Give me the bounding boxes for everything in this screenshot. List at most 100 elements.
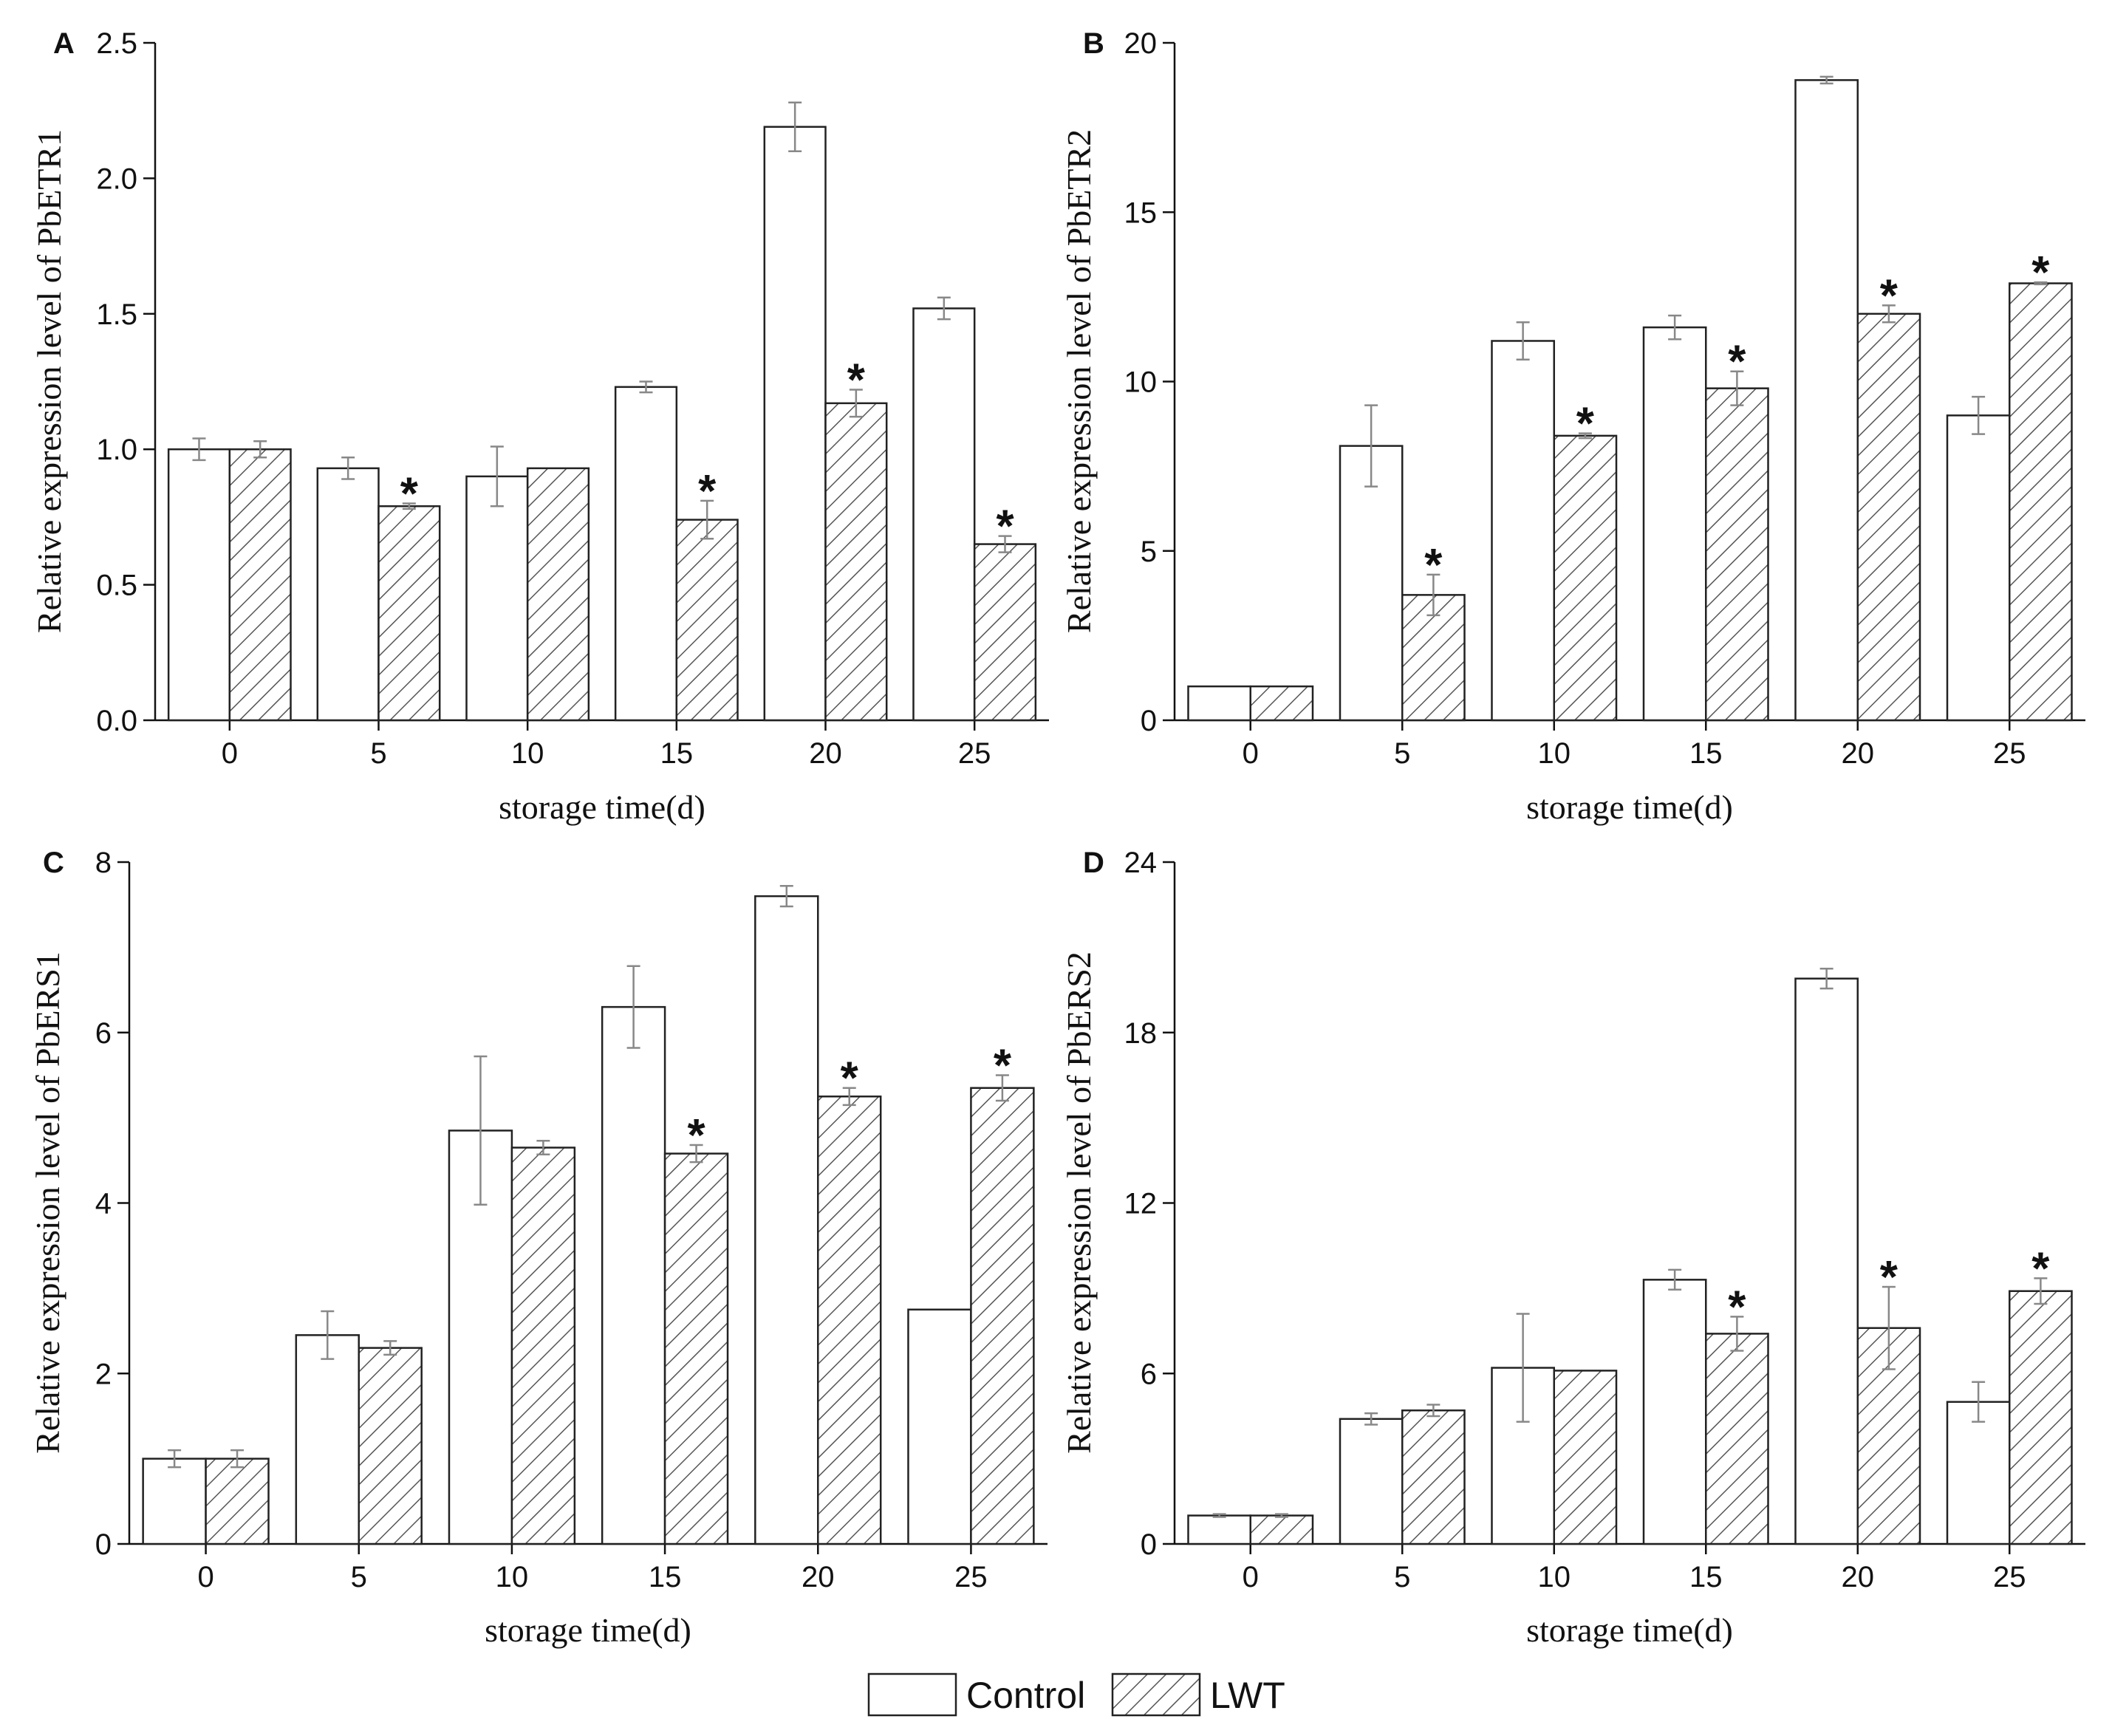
significance-asterisk: *	[1728, 1282, 1746, 1333]
bar-control	[1642, 326, 1707, 722]
x-tick-label: 15	[660, 737, 694, 770]
bar-lwt	[2009, 1290, 2073, 1545]
significance-asterisk: *	[996, 502, 1014, 553]
bar-control	[295, 1334, 360, 1545]
y-tick-label: 5	[1141, 536, 1157, 568]
x-tick-label: 25	[1993, 737, 2026, 770]
y-tick-label: 2.5	[96, 27, 137, 60]
bar-lwt	[1249, 1514, 1314, 1545]
bar-lwt	[377, 505, 441, 722]
significance-asterisk: *	[1880, 270, 1899, 321]
bar-control	[465, 475, 529, 722]
panel-letter: C	[43, 847, 64, 879]
bar-control	[1187, 1514, 1251, 1545]
x-tick-label: 25	[958, 737, 991, 770]
y-tick-label: 2	[95, 1358, 112, 1390]
legend-label-lwt: LWT	[1210, 1675, 1285, 1716]
bar-control	[614, 386, 678, 722]
legend-swatch-control	[867, 1672, 957, 1717]
legend: Control LWT	[867, 1672, 1285, 1717]
bar-lwt	[973, 543, 1037, 722]
bar-lwt	[824, 402, 888, 722]
bar-control	[1491, 340, 1555, 722]
x-axis-title: storage time(d)	[485, 1611, 691, 1649]
panel-d: D Relative expression level of PbERS2 st…	[1060, 847, 2085, 1649]
x-tick-label: 5	[351, 1561, 367, 1593]
y-tick-label: 0	[1141, 1528, 1157, 1561]
bar-lwt	[2009, 282, 2073, 722]
bar-lwt	[228, 448, 292, 722]
x-tick-label: 25	[1993, 1561, 2026, 1593]
y-tick-label: 12	[1124, 1188, 1158, 1220]
significance-asterisk: *	[994, 1040, 1012, 1091]
significance-asterisk: *	[698, 466, 717, 517]
bar-control	[1794, 79, 1859, 722]
x-tick-label: 5	[1394, 737, 1410, 770]
y-tick-label: 20	[1124, 27, 1158, 60]
significance-asterisk: *	[2031, 1243, 2050, 1294]
bar-control	[1946, 1401, 2011, 1545]
x-tick-label: 20	[1842, 1561, 1875, 1593]
bar-lwt	[1856, 312, 1921, 722]
x-tick-label: 5	[370, 737, 386, 770]
bar-control	[912, 307, 976, 722]
bar-control	[1642, 1279, 1707, 1545]
bar-lwt	[510, 1146, 576, 1545]
y-tick-label: 4	[95, 1188, 112, 1220]
bar-lwt	[526, 467, 590, 722]
bar-control	[1339, 445, 1404, 722]
x-tick-label: 10	[511, 737, 544, 770]
y-axis-title: Relative expression level of PbERS1	[29, 951, 66, 1454]
x-tick-label: 15	[649, 1561, 682, 1593]
y-tick-label: 2.0	[96, 163, 137, 195]
panel-c: C Relative expression level of PbERS1 st…	[29, 847, 1048, 1649]
y-axis-title: Relative expression level of PbETR2	[1060, 129, 1098, 633]
bar-lwt	[1553, 1370, 1618, 1545]
bar-control	[763, 126, 827, 722]
x-tick-label: 25	[954, 1561, 988, 1593]
x-tick-label: 0	[1243, 1561, 1259, 1593]
panel-letter: D	[1083, 847, 1104, 879]
y-tick-label: 10	[1124, 366, 1158, 399]
x-tick-label: 0	[222, 737, 238, 770]
bar-lwt	[1249, 685, 1314, 722]
bar-control	[316, 467, 380, 722]
bar-lwt	[970, 1087, 1035, 1545]
legend-label-control: Control	[966, 1675, 1085, 1716]
x-tick-label: 15	[1689, 1561, 1723, 1593]
y-tick-label: 0.5	[96, 570, 137, 602]
y-tick-label: 1.5	[96, 298, 137, 331]
panel-letter: B	[1083, 27, 1104, 60]
significance-asterisk: *	[400, 469, 419, 520]
bar-lwt	[205, 1458, 270, 1545]
y-tick-label: 0.0	[96, 705, 137, 737]
x-tick-label: 5	[1394, 1561, 1410, 1593]
bar-control	[1794, 977, 1859, 1545]
bar-control	[907, 1308, 972, 1545]
significance-asterisk: *	[1880, 1252, 1899, 1303]
significance-asterisk: *	[1576, 399, 1595, 450]
x-tick-label: 0	[1243, 737, 1259, 770]
x-tick-label: 15	[1689, 737, 1723, 770]
significance-asterisk: *	[1424, 540, 1443, 591]
x-axis-title: storage time(d)	[1526, 1611, 1733, 1649]
legend-swatch-lwt	[1111, 1672, 1201, 1717]
bar-control	[754, 895, 819, 1545]
x-tick-label: 10	[1538, 1561, 1571, 1593]
bar-control	[1187, 685, 1251, 722]
bar-lwt	[1401, 1409, 1466, 1545]
panel-b: B Relative expression level of PbETR2 st…	[1060, 27, 2085, 826]
significance-asterisk: *	[841, 1053, 859, 1104]
bar-lwt	[1553, 434, 1618, 722]
bar-control	[142, 1458, 207, 1545]
bar-lwt	[675, 519, 739, 722]
significance-asterisk: *	[687, 1110, 705, 1161]
significance-asterisk: *	[1728, 337, 1746, 388]
y-tick-label: 6	[1141, 1358, 1157, 1390]
y-tick-label: 6	[95, 1017, 112, 1050]
panel-a: A Relative expression level of PbETR1 st…	[30, 27, 1049, 826]
x-axis-title: storage time(d)	[499, 788, 705, 826]
x-tick-label: 20	[809, 737, 842, 770]
x-tick-label: 20	[1842, 737, 1875, 770]
